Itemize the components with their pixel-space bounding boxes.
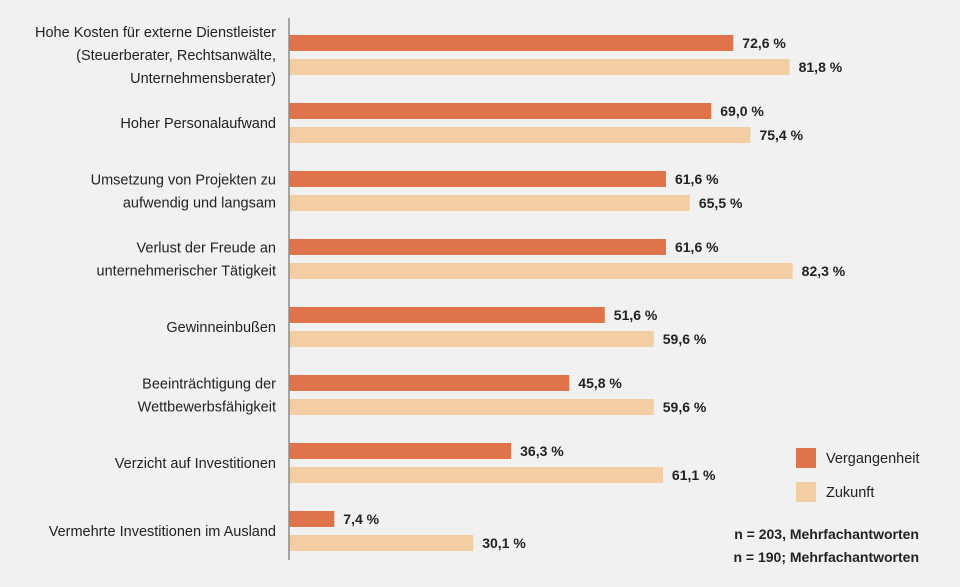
category-label: Beeinträchtigung der Wettbewerbsfähigkeit	[138, 377, 277, 416]
category-label-line: Verlust der Freude an	[137, 241, 276, 257]
data-label: 69,0 %	[720, 103, 764, 119]
data-label: 72,6 %	[742, 35, 786, 51]
category-label-line: Wettbewerbsfähigkeit	[138, 400, 276, 416]
value-labels: 72,6 % 81,8 % 69,0 % 75,4 % 61,6 % 65,5 % 61,6…	[343, 35, 846, 551]
category-label-line: Unternehmensberater)	[130, 71, 276, 87]
category-label-line: (Steuerberater, Rechtsanwälte,	[76, 48, 276, 64]
data-label: 81,8 %	[799, 59, 843, 75]
bar-zukunft	[289, 127, 751, 143]
data-label: 51,6 %	[614, 307, 658, 323]
category-labels: Hohe Kosten für externe Dienstleister (St…	[35, 25, 276, 540]
data-label: 45,8 %	[578, 375, 622, 391]
category-label: Verzicht auf Investitionen	[115, 456, 276, 472]
bar-vergangenheit	[289, 307, 605, 323]
legend-label: Zukunft	[826, 485, 874, 501]
category-label: Verlust der Freude an unternehmerischer T…	[97, 241, 276, 280]
data-label: 7,4 %	[343, 511, 379, 527]
bar-zukunft	[289, 195, 690, 211]
category-label-line: Beeinträchtigung der	[142, 377, 276, 393]
bar-vergangenheit	[289, 35, 734, 51]
legend-swatch	[796, 448, 816, 468]
data-label: 61,6 %	[675, 239, 719, 255]
data-label: 61,6 %	[675, 171, 719, 187]
bars	[289, 35, 793, 551]
category-label: Gewinneinbußen	[166, 320, 276, 336]
bar-zukunft	[289, 467, 663, 483]
bar-vergangenheit	[289, 103, 712, 119]
data-label: 59,6 %	[663, 331, 707, 347]
data-label: 36,3 %	[520, 443, 564, 459]
category-label-line: Hoher Personalaufwand	[120, 116, 276, 132]
legend-label: Vergangenheit	[826, 451, 920, 467]
bar-zukunft	[289, 399, 654, 415]
data-label: 65,5 %	[699, 195, 743, 211]
category-label: Hohe Kosten für externe Dienstleister (St…	[35, 25, 276, 87]
legend: Vergangenheit Zukunft	[796, 448, 920, 502]
category-label: Umsetzung von Projekten zu aufwendig und …	[91, 173, 276, 212]
data-label: 75,4 %	[759, 127, 803, 143]
category-label-line: Verzicht auf Investitionen	[115, 456, 276, 472]
category-label-line: Vermehrte Investitionen im Ausland	[49, 524, 276, 540]
bar-zukunft	[289, 535, 474, 551]
category-label-line: Gewinneinbußen	[166, 320, 276, 336]
bar-vergangenheit	[289, 375, 570, 391]
sample-note: n = 203, Mehrfachantworten	[734, 526, 919, 542]
bar-vergangenheit	[289, 511, 335, 527]
category-label-line: Hohe Kosten für externe Dienstleister	[35, 25, 276, 41]
bar-vergangenheit	[289, 443, 512, 459]
category-label-line: Umsetzung von Projekten zu	[91, 173, 276, 189]
data-label: 59,6 %	[663, 399, 707, 415]
bar-vergangenheit	[289, 171, 666, 187]
category-label: Hoher Personalaufwand	[120, 116, 276, 132]
bar-vergangenheit	[289, 239, 666, 255]
bar-zukunft	[289, 59, 790, 75]
category-label-line: aufwendig und langsam	[123, 196, 276, 212]
data-label: 82,3 %	[802, 263, 846, 279]
data-label: 30,1 %	[482, 535, 526, 551]
category-label-line: unternehmerischer Tätigkeit	[97, 264, 276, 280]
data-label: 61,1 %	[672, 467, 716, 483]
category-label: Vermehrte Investitionen im Ausland	[49, 524, 276, 540]
sample-notes: n = 203, Mehrfachantworten n = 190; Mehrf…	[733, 526, 919, 565]
bar-zukunft	[289, 263, 793, 279]
legend-swatch	[796, 482, 816, 502]
bar-zukunft	[289, 331, 654, 347]
sample-note: n = 190; Mehrfachantworten	[733, 549, 919, 565]
